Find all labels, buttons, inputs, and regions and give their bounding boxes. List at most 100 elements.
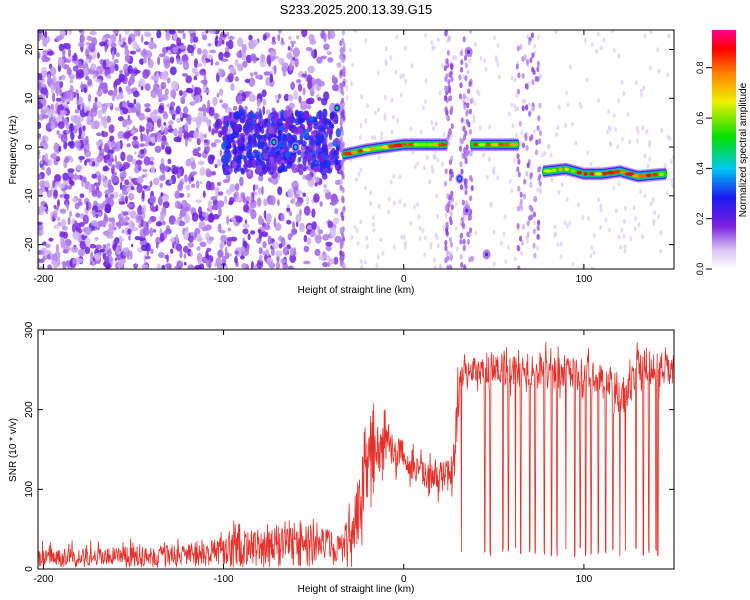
spectrogram-noise-blob bbox=[334, 138, 341, 145]
spectrogram-noise-blob bbox=[170, 88, 177, 99]
spectrogram-noise-blob bbox=[202, 89, 210, 93]
spectrogram-noise-blob bbox=[169, 109, 177, 115]
spectrogram-noise-blob bbox=[604, 217, 608, 223]
spectrogram-noise-blob bbox=[592, 250, 596, 256]
spectrogram-gap-stripe bbox=[468, 128, 473, 135]
spectrogram-noise-blob bbox=[535, 245, 539, 251]
spectrogram-gap-stripe bbox=[342, 67, 346, 74]
spectrogram-gap-stripe bbox=[339, 178, 343, 185]
spectrogram-noise-blob bbox=[202, 48, 208, 58]
spectrogram-noise-blob bbox=[372, 228, 376, 234]
spectrogram-noise-blob bbox=[287, 188, 294, 199]
spectrogram-noise-blob bbox=[234, 58, 239, 67]
spectrogram-noise-blob bbox=[608, 141, 612, 147]
spectrogram-noise-blob bbox=[117, 130, 123, 140]
spectrogram-noise-blob bbox=[298, 110, 304, 117]
spectrogram-noise-blob bbox=[62, 48, 66, 57]
spectrogram-noise-blob bbox=[393, 244, 396, 250]
spectrogram-gap-stripe bbox=[468, 81, 472, 87]
spectrogram-noise-blob bbox=[359, 219, 363, 225]
spectrogram-noise-blob bbox=[265, 77, 271, 86]
spectrogram-noise-blob bbox=[512, 157, 516, 163]
spectrogram-noise-blob bbox=[138, 143, 146, 148]
spectrogram-noise-blob bbox=[430, 40, 434, 46]
spectrogram-noise-blob bbox=[47, 264, 51, 269]
spectrogram-noise-blob bbox=[247, 233, 251, 241]
spectrogram-noise-blob bbox=[116, 253, 122, 261]
spectrogram-noise-blob bbox=[125, 85, 131, 92]
spectrogram-noise-blob bbox=[253, 153, 258, 159]
spectrogram-noise-blob bbox=[60, 241, 68, 250]
spectrogram-noise-blob bbox=[193, 131, 200, 140]
spectrogram-noise-blob bbox=[398, 199, 402, 204]
spectrogram-trace-peak bbox=[498, 142, 504, 147]
spectrogram-noise-blob bbox=[266, 250, 270, 257]
spectrogram-noise-blob bbox=[236, 155, 242, 165]
spectrogram-noise-blob bbox=[221, 103, 229, 109]
spectrogram-gap-stripe bbox=[520, 240, 525, 246]
spectrogram-noise-blob bbox=[633, 226, 637, 232]
spectrogram-noise-blob bbox=[612, 185, 616, 191]
spectrogram-noise-blob bbox=[75, 116, 80, 124]
spectrogram-noise-blob bbox=[111, 173, 116, 184]
spectrogram-noise-blob bbox=[207, 43, 212, 47]
spectrogram-noise-blob bbox=[87, 78, 92, 86]
spectrogram-noise-blob bbox=[192, 36, 199, 43]
spectrogram-noise-blob bbox=[169, 237, 176, 243]
spectrogram-noise-blob bbox=[283, 93, 290, 102]
spectrogram-noise-blob bbox=[271, 36, 276, 43]
spectrogram-noise-blob bbox=[125, 195, 128, 204]
spectrogram-noise-blob bbox=[90, 220, 98, 226]
spectrogram-noise-blob bbox=[133, 69, 141, 74]
spectrogram-noise-blob bbox=[515, 92, 519, 98]
spectrogram-noise-blob bbox=[172, 46, 179, 54]
spectrogram-noise-blob bbox=[63, 140, 68, 150]
spectrogram-gap-stripe bbox=[519, 235, 523, 242]
spectrogram-noise-blob bbox=[357, 171, 361, 177]
spectrogram-noise-blob bbox=[634, 216, 638, 222]
spectrogram-noise-blob bbox=[372, 215, 375, 221]
spectrogram-noise-blob bbox=[389, 55, 393, 61]
spectrogram-noise-blob bbox=[639, 88, 643, 94]
spectrogram-gap-stripe bbox=[517, 171, 521, 178]
spectrogram-noise-blob bbox=[205, 254, 210, 259]
spectrogram-noise-blob bbox=[653, 210, 657, 216]
spectrogram-noise-blob bbox=[435, 235, 439, 241]
spectrogram-noise-blob bbox=[307, 97, 315, 105]
spectrogram-noise-blob bbox=[122, 162, 130, 169]
spectrogram-noise-blob bbox=[423, 235, 427, 241]
spectrogram-noise-blob bbox=[280, 41, 285, 46]
spectrogram-noise-blob bbox=[172, 166, 179, 175]
spectrogram-noise-blob bbox=[253, 149, 259, 154]
spectrogram-noise-blob bbox=[115, 191, 119, 198]
spectrogram-noise-blob bbox=[146, 117, 152, 123]
spectrogram-noise-blob bbox=[196, 137, 201, 146]
spectrogram-noise-blob bbox=[199, 166, 206, 176]
spectrogram-noise-blob bbox=[318, 254, 325, 261]
spectrogram-noise-blob bbox=[323, 252, 327, 259]
spectrogram-noise-blob bbox=[557, 104, 561, 110]
spectrogram-noise-blob bbox=[205, 146, 211, 153]
spectrogram-noise-blob bbox=[182, 90, 187, 98]
spectrogram-gap-stripe bbox=[449, 241, 453, 248]
spectrogram-noise-blob bbox=[151, 136, 156, 144]
spectrogram-noise-blob bbox=[166, 253, 169, 263]
spectrogram-noise-blob bbox=[258, 247, 263, 255]
spectrogram-noise-blob bbox=[41, 83, 47, 88]
spectrogram-noise-blob bbox=[155, 71, 160, 82]
spectrogram-noise-blob bbox=[172, 129, 179, 136]
spectrogram-gap-stripe bbox=[538, 130, 543, 136]
spectrogram-noise-blob bbox=[187, 192, 191, 198]
spectrogram-noise-blob bbox=[307, 81, 313, 90]
spectrogram-noise-blob bbox=[118, 33, 122, 43]
spectrogram-gap-stripe bbox=[341, 173, 345, 180]
spectrogram-noise-blob bbox=[41, 249, 45, 256]
spectrogram-noise-blob bbox=[312, 159, 319, 168]
spectrogram-noise-blob bbox=[533, 220, 537, 226]
spectrogram-noise-blob bbox=[269, 73, 274, 83]
y-tick-label: 200 bbox=[24, 401, 35, 418]
spectrogram-noise-blob bbox=[252, 264, 258, 269]
spectrogram-trace-peak bbox=[632, 174, 641, 178]
spectrogram-noise-blob bbox=[137, 215, 143, 221]
spectrogram-trace-peak bbox=[570, 169, 576, 173]
